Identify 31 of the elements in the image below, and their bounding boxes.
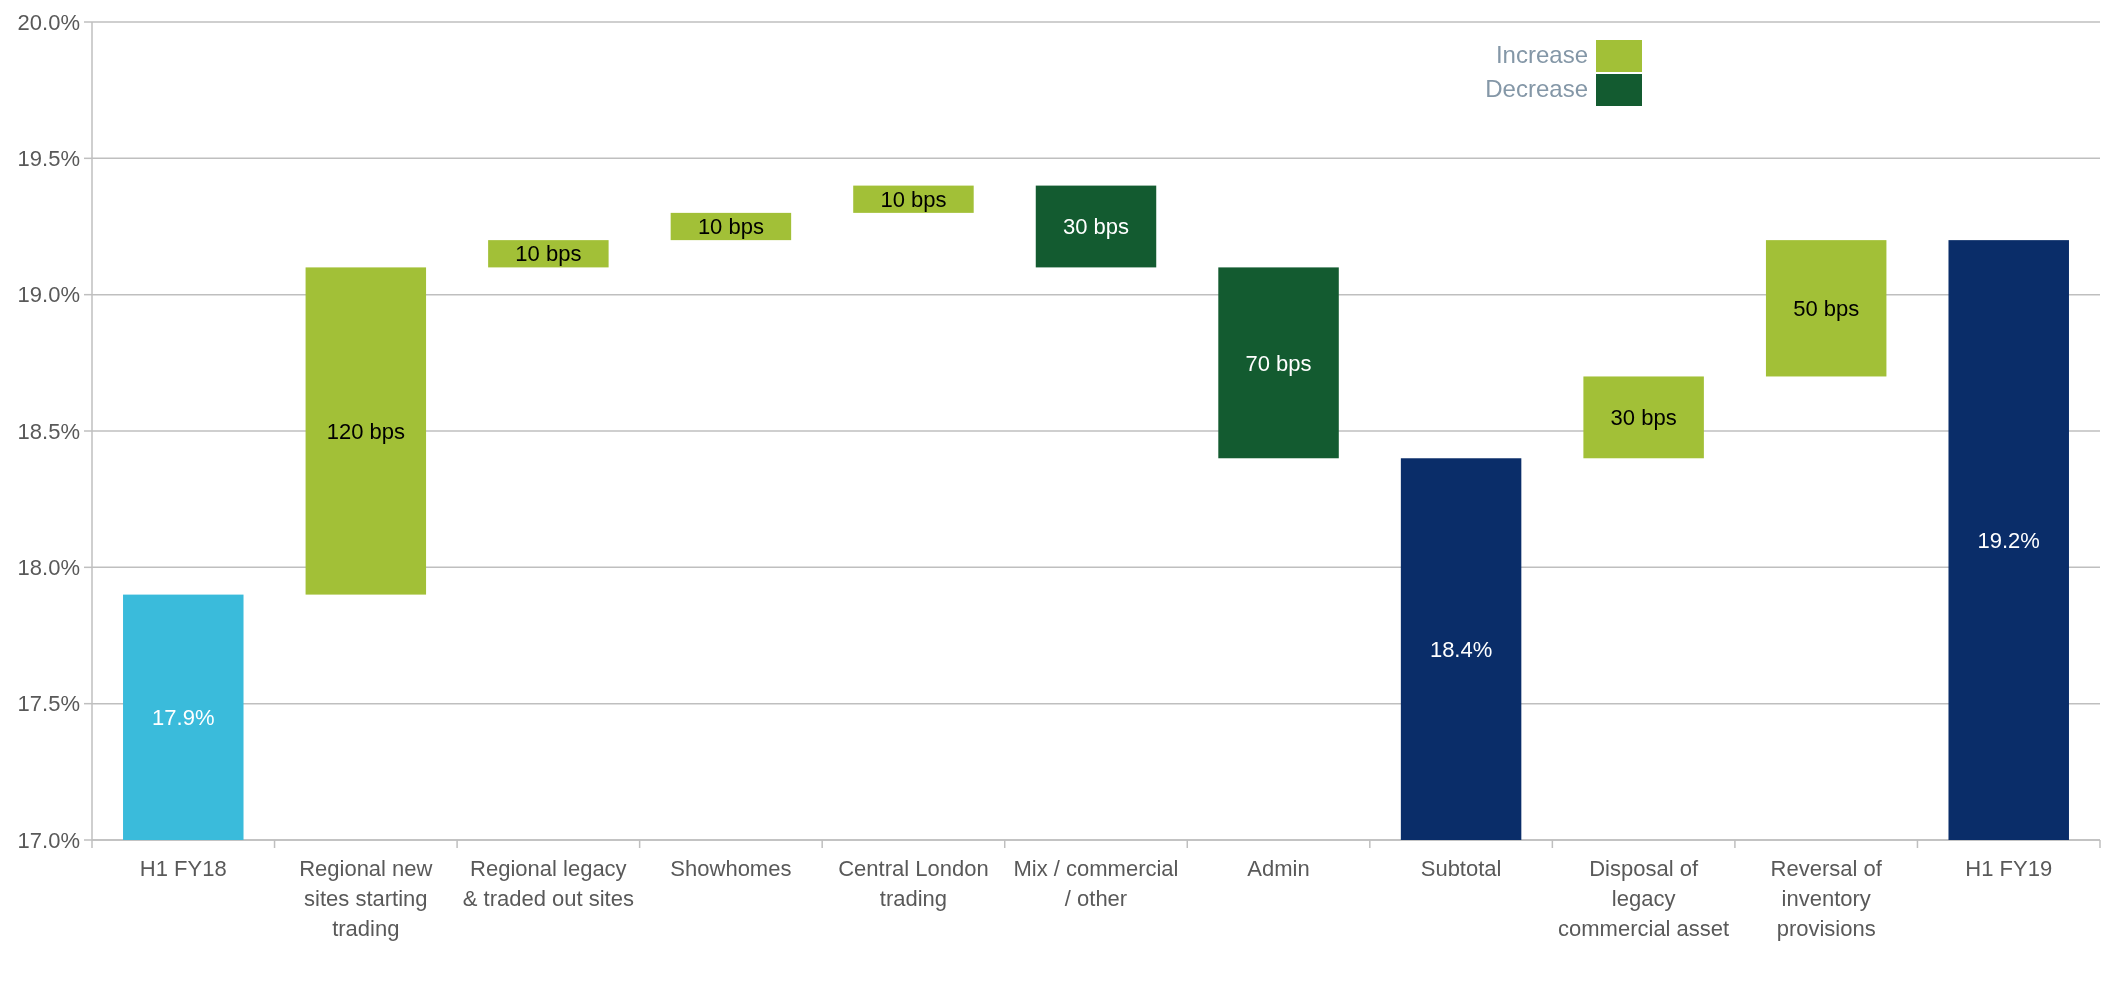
y-tick-label: 19.5% bbox=[17, 146, 80, 172]
y-tick-label: 19.0% bbox=[17, 282, 80, 308]
annotation: 10 bps bbox=[880, 186, 947, 212]
legend-label: Increase bbox=[1495, 41, 1588, 69]
y-tick-label: 17.0% bbox=[17, 827, 80, 853]
annotation: 50 bps bbox=[1793, 296, 1860, 321]
data-label: 18.4% bbox=[1429, 636, 1493, 662]
x-tick-label: Showhomes bbox=[670, 856, 792, 881]
y-tick-label: 17.5% bbox=[17, 691, 80, 717]
annotation: 30 bps bbox=[1610, 405, 1677, 431]
data-label: 19.2% bbox=[1977, 527, 2040, 553]
annotation: 10 bps bbox=[697, 214, 764, 240]
y-tick-label: 18.0% bbox=[17, 555, 80, 581]
x-tick-label: Central London trading bbox=[838, 856, 989, 911]
data-label: 17.9% bbox=[152, 705, 215, 730]
annotation: 10 bps bbox=[515, 241, 582, 267]
x-tick-label: Mix / commercial / other bbox=[1013, 856, 1179, 911]
y-tick-label: 20.0% bbox=[17, 9, 80, 35]
x-tick-label: Disposal of legacy commercial asset bbox=[1558, 856, 1730, 941]
annotation: 30 bps bbox=[1062, 214, 1130, 240]
x-tick-label: Admin bbox=[1247, 856, 1310, 881]
x-tick-label: H1 FY18 bbox=[139, 856, 227, 881]
x-tick-label: Reversal of inventory provisions bbox=[1770, 856, 1883, 941]
annotation: 70 bps bbox=[1245, 350, 1312, 376]
y-tick-label: 18.5% bbox=[17, 418, 80, 444]
x-tick-label: Subtotal bbox=[1420, 856, 1502, 881]
x-tick-label: Regional legacy & traded out sites bbox=[462, 856, 634, 911]
x-tick-label: H1 FY19 bbox=[1965, 856, 2053, 881]
x-tick-label: Regional new sites starting trading bbox=[299, 856, 433, 941]
legend-label: Decrease bbox=[1485, 75, 1588, 103]
annotation: 120 bps bbox=[326, 418, 405, 444]
